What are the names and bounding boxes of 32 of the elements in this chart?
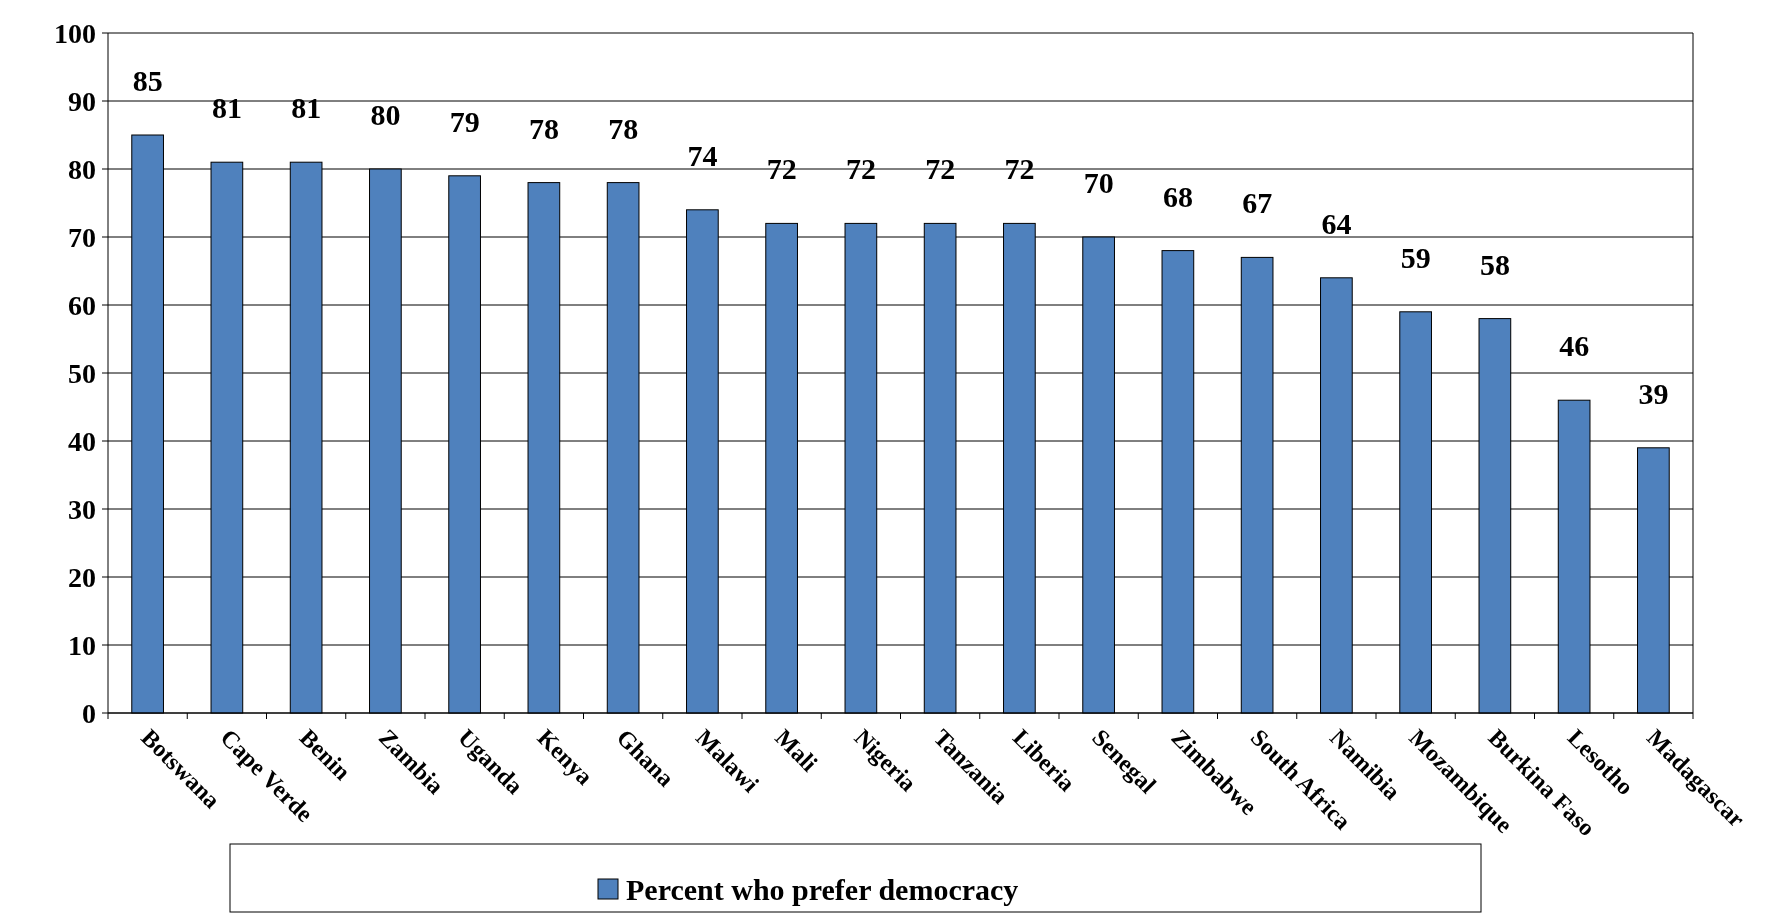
y-tick-label: 10 [68, 629, 96, 661]
data-label: 78 [608, 111, 639, 145]
data-label: 79 [449, 104, 480, 138]
y-tick-label: 90 [68, 85, 96, 117]
y-tick-label: 40 [68, 425, 96, 457]
y-tick-label: 20 [68, 561, 96, 593]
data-label: 72 [1004, 152, 1035, 186]
legend-label: Percent who prefer democracy [626, 872, 1019, 906]
data-label: 67 [1242, 186, 1273, 220]
data-label: 72 [845, 152, 876, 186]
data-label: 59 [1400, 240, 1431, 274]
data-label: 85 [132, 64, 163, 97]
data-label: 81 [211, 91, 242, 125]
data-label: 72 [766, 152, 797, 186]
data-label: 58 [1479, 247, 1510, 281]
data-label: 81 [291, 91, 322, 125]
y-tick-label: 100 [54, 17, 96, 49]
data-label: 72 [925, 152, 956, 186]
y-tick-label: 30 [68, 493, 96, 525]
data-label: 78 [528, 111, 559, 145]
data-label: 70 [1083, 166, 1114, 199]
data-label: 80 [370, 98, 401, 131]
y-tick-label: 70 [68, 221, 96, 253]
y-tick-label: 0 [82, 697, 96, 729]
data-label: 68 [1162, 179, 1193, 213]
y-tick-label: 50 [68, 357, 96, 389]
data-label: 64 [1321, 206, 1352, 240]
data-label: 74 [687, 138, 718, 172]
data-label: 46 [1559, 329, 1590, 363]
y-tick-label: 80 [68, 153, 96, 185]
data-label: 39 [1638, 376, 1669, 410]
y-tick-label: 60 [68, 289, 96, 321]
